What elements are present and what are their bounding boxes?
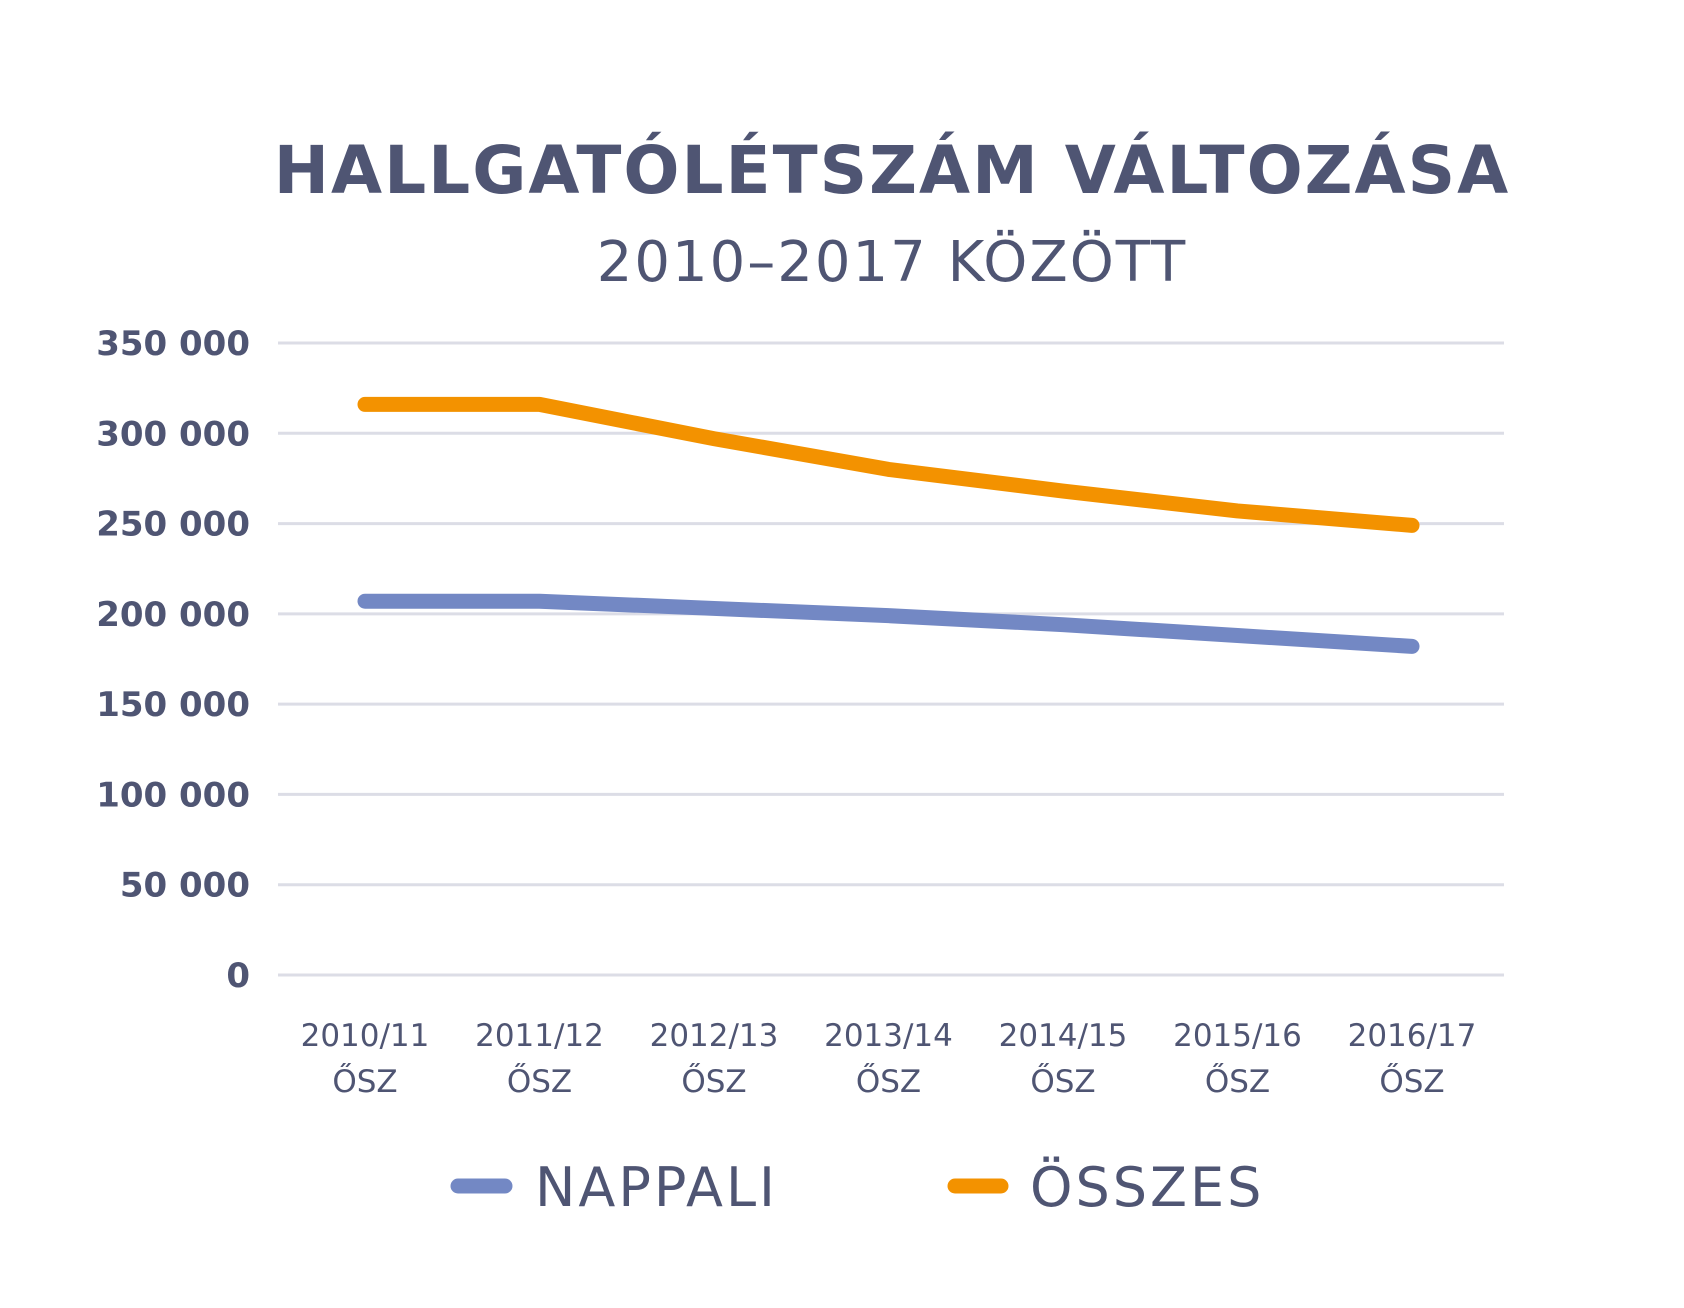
x-tick-label: 2014/15 xyxy=(999,1018,1128,1054)
x-tick-sublabel: ŐSZ xyxy=(507,1063,572,1100)
y-tick-label: 50 000 xyxy=(120,866,250,906)
y-tick-label: 0 xyxy=(226,956,250,996)
y-tick-label: 350 000 xyxy=(96,324,250,364)
x-tick-label: 2015/16 xyxy=(1173,1018,1302,1054)
y-tick-label: 300 000 xyxy=(96,414,250,454)
legend-label: NAPPALI xyxy=(535,1156,778,1219)
x-tick-sublabel: ŐSZ xyxy=(1205,1063,1270,1100)
x-tick-label: 2012/13 xyxy=(650,1018,779,1054)
series-line-2 xyxy=(357,396,1420,533)
x-tick-sublabel: ŐSZ xyxy=(332,1063,397,1100)
x-tick-label: 2016/17 xyxy=(1348,1018,1477,1054)
y-tick-label: 150 000 xyxy=(96,685,250,725)
y-tick-label: 250 000 xyxy=(96,505,250,545)
y-axis-ticks: 0 50 000 100 000 150 000 200 000 250 000 300 0… xyxy=(96,324,250,996)
legend-label: ÖSSZES xyxy=(1030,1156,1264,1219)
legend: NAPPALI ÖSSZES xyxy=(450,1156,1264,1219)
x-tick-label: 2010/11 xyxy=(301,1018,430,1054)
y-tick-label: 100 000 xyxy=(96,775,250,815)
x-tick-sublabel: ŐSZ xyxy=(856,1063,921,1100)
grid-lines xyxy=(278,341,1504,977)
x-tick-label: 2013/14 xyxy=(824,1018,953,1054)
y-tick-label: 200 000 xyxy=(96,595,250,635)
x-tick-sublabel: ŐSZ xyxy=(681,1063,746,1100)
series-lines xyxy=(357,396,1420,654)
chart-title: HALLGATÓLÉTSZÁM VÁLTOZÁSA xyxy=(274,131,1510,209)
x-tick-label: 2011/12 xyxy=(475,1018,604,1054)
x-axis-ticks: 2010/11 ŐSZ 2011/12 ŐSZ 2012/13 ŐSZ 2013/14 ŐSZ… xyxy=(301,1018,1477,1100)
x-tick-sublabel: ŐSZ xyxy=(1030,1063,1095,1100)
series-line-1 xyxy=(357,593,1420,654)
x-tick-sublabel: ŐSZ xyxy=(1379,1063,1444,1100)
chart-subtitle: 2010–2017 KÖZÖTT xyxy=(597,230,1187,295)
